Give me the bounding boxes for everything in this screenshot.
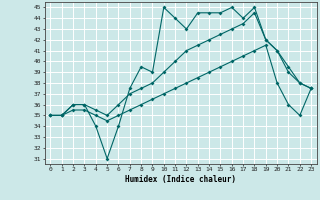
X-axis label: Humidex (Indice chaleur): Humidex (Indice chaleur) <box>125 175 236 184</box>
